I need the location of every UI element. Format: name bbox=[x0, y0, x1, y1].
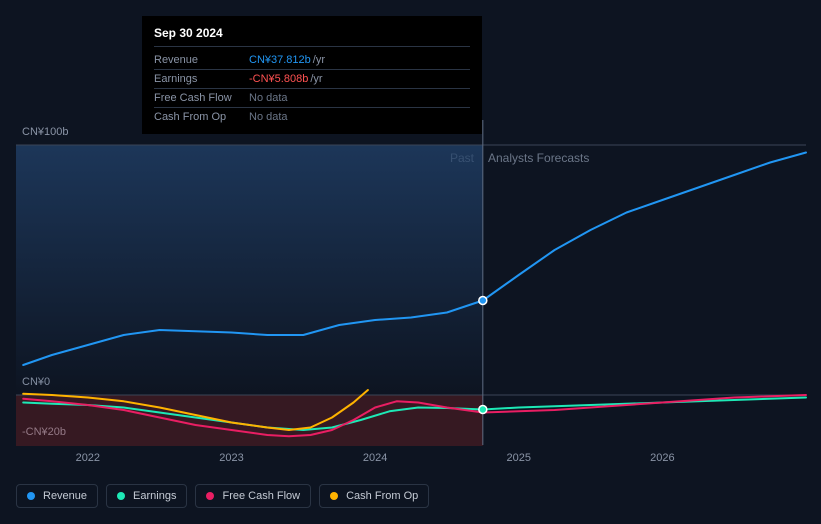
financials-chart: CN¥100b CN¥0 -CN¥20b Past Analysts Forec… bbox=[0, 0, 821, 524]
tooltip-row: Free Cash FlowNo data bbox=[154, 89, 470, 108]
legend-label: Revenue bbox=[43, 490, 87, 502]
legend-item-revenue[interactable]: Revenue bbox=[16, 484, 98, 508]
tooltip-row-value: -CN¥5.808b bbox=[249, 73, 308, 85]
tooltip-row-value: CN¥37.812b bbox=[249, 54, 311, 66]
tooltip-row-label: Earnings bbox=[154, 73, 249, 85]
x-tick-label: 2025 bbox=[506, 452, 530, 464]
legend-swatch bbox=[206, 492, 214, 500]
tooltip-row-label: Revenue bbox=[154, 54, 249, 66]
x-tick-label: 2024 bbox=[363, 452, 387, 464]
x-tick-label: 2023 bbox=[219, 452, 243, 464]
tooltip-title: Sep 30 2024 bbox=[154, 26, 470, 47]
tooltip-row: Cash From OpNo data bbox=[154, 108, 470, 126]
x-tick-label: 2022 bbox=[76, 452, 100, 464]
x-tick-label: 2026 bbox=[650, 452, 674, 464]
legend-item-earnings[interactable]: Earnings bbox=[106, 484, 187, 508]
legend-label: Free Cash Flow bbox=[222, 490, 300, 502]
legend-swatch bbox=[117, 492, 125, 500]
legend-item-fcf[interactable]: Free Cash Flow bbox=[195, 484, 311, 508]
marker-earnings bbox=[479, 406, 487, 414]
tooltip-row: RevenueCN¥37.812b /yr bbox=[154, 51, 470, 70]
legend-swatch bbox=[27, 492, 35, 500]
tooltip-row-label: Free Cash Flow bbox=[154, 92, 249, 104]
legend-swatch bbox=[330, 492, 338, 500]
tooltip-row-value: No data bbox=[249, 92, 288, 104]
chart-plot[interactable] bbox=[16, 145, 806, 445]
tooltip-row-suffix: /yr bbox=[313, 54, 325, 66]
tooltip-row-value: No data bbox=[249, 111, 288, 123]
marker-revenue bbox=[479, 297, 487, 305]
legend-label: Cash From Op bbox=[346, 490, 418, 502]
tooltip-row-suffix: /yr bbox=[310, 73, 322, 85]
chart-legend: Revenue Earnings Free Cash Flow Cash From O… bbox=[16, 484, 429, 508]
tooltip-row-label: Cash From Op bbox=[154, 111, 249, 123]
legend-label: Earnings bbox=[133, 490, 176, 502]
chart-tooltip: Sep 30 2024 RevenueCN¥37.812b /yrEarning… bbox=[142, 16, 482, 134]
y-tick-label: CN¥100b bbox=[22, 126, 68, 138]
tooltip-row: Earnings-CN¥5.808b /yr bbox=[154, 70, 470, 89]
legend-item-cfo[interactable]: Cash From Op bbox=[319, 484, 429, 508]
